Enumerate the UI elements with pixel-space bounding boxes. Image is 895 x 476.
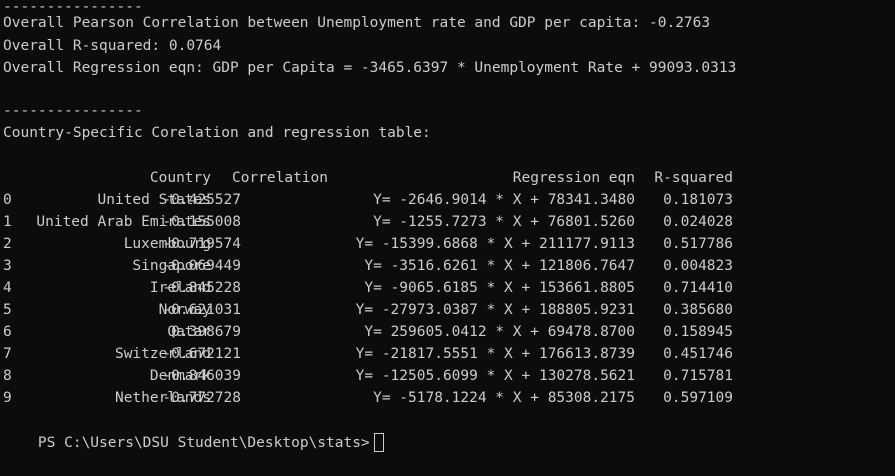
regression-eqn-cell: Y= -5178.1224 * X + 85308.2175	[373, 390, 635, 406]
row-index: 9	[3, 390, 12, 406]
regression-eqn-cell: Y= -27973.0387 * X + 188805.9231	[355, 302, 635, 318]
r-squared-line: Overall R-squared: 0.0764	[3, 38, 222, 54]
r-squared-cell: 0.715781	[663, 368, 733, 384]
regression-eqn-cell: Y= -2646.9014 * X + 78341.3480	[373, 192, 635, 208]
r-squared-cell: 0.158945	[663, 324, 733, 340]
row-index: 7	[3, 346, 12, 362]
r-squared-cell: 0.517786	[663, 236, 733, 252]
table-row: 4 Ireland -0.845228 Y= -9065.6185 * X + 153…	[3, 277, 893, 299]
country-cell: Netherlands	[114, 390, 211, 406]
table-row: 2 Luxembourg -0.719574 Y= -15399.6868 * X +…	[3, 233, 893, 255]
correlation-cell: 0.398679	[171, 324, 241, 340]
regression-eqn-cell: Y= 259605.0412 * X + 69478.8700	[364, 324, 635, 340]
text-cursor	[373, 432, 384, 452]
regression-eqn-line: Overall Regression eqn: GDP per Capita =…	[3, 60, 737, 76]
divider-line: ----------------	[3, 0, 143, 15]
table-row: 3 Singapore -0.069449 Y= -3516.6261 * X + 1…	[3, 255, 893, 277]
table-row: 6 Qatar 0.398679 Y= 259605.0412 * X + 69478…	[3, 321, 893, 343]
regression-eqn-cell: Y= -3516.6261 * X + 121806.7647	[364, 258, 635, 274]
country-cell: Luxembourg	[123, 236, 211, 252]
r-squared-cell: 0.597109	[663, 390, 733, 406]
table-title-line: Country-Specific Corelation and regressi…	[3, 125, 431, 141]
country-cell: United States	[97, 192, 212, 208]
header-country: Country	[149, 170, 211, 186]
country-cell: United Arab Emirates	[36, 214, 211, 230]
country-cell: Norway	[158, 302, 211, 318]
country-cell: Ireland	[149, 280, 211, 296]
table-row: 7 Switzerland -0.672121 Y= -21817.5551 * X …	[3, 343, 893, 365]
header-r-squared: R-squared	[654, 170, 733, 186]
pearson-correlation-line: Overall Pearson Correlation between Unem…	[3, 15, 711, 31]
shell-prompt: PS C:\Users\DSU Student\Desktop\stats>	[37, 435, 370, 451]
table-row: 5 Norway -0.621031 Y= -27973.0387 * X + 188…	[3, 299, 893, 321]
country-cell: Qatar	[167, 324, 211, 340]
r-squared-cell: 0.385680	[663, 302, 733, 318]
table-header-row: Country Correlation Regression eqn R-squ…	[3, 167, 893, 189]
row-index: 4	[3, 280, 12, 296]
correlation-cell: -0.845228	[162, 280, 241, 296]
r-squared-cell: 0.024028	[663, 214, 733, 230]
row-index: 2	[3, 236, 12, 252]
divider-line: ----------------	[3, 103, 143, 119]
table-row: 0 United States -0.425527 Y= -2646.9014 * X…	[3, 189, 893, 211]
country-cell: Singapore	[132, 258, 211, 274]
regression-eqn-cell: Y= -12505.6099 * X + 130278.5621	[355, 368, 635, 384]
table-row: 9 Netherlands -0.772728 Y= -5178.1224 * X +…	[3, 387, 893, 409]
regression-eqn-cell: Y= -9065.6185 * X + 153661.8805	[364, 280, 635, 296]
correlation-cell: -0.621031	[162, 302, 241, 318]
r-squared-cell: 0.004823	[663, 258, 733, 274]
correlation-cell: -0.672121	[162, 346, 241, 362]
r-squared-cell: 0.451746	[663, 346, 733, 362]
row-index: 1	[3, 214, 12, 230]
row-index: 5	[3, 302, 12, 318]
terminal-window[interactable]: ---------------- Overall Pearson Correla…	[0, 0, 895, 456]
correlation-cell: -0.772728	[162, 390, 241, 406]
country-cell: Switzerland	[114, 346, 211, 362]
correlation-cell: -0.846039	[162, 368, 241, 384]
correlation-cell: -0.719574	[162, 236, 241, 252]
table-row: 1 United Arab Emirates -0.155008 Y= -1255.7…	[3, 211, 893, 233]
correlation-cell: -0.155008	[162, 214, 241, 230]
header-regression-eqn: Regression eqn	[512, 170, 635, 186]
regression-eqn-cell: Y= -1255.7273 * X + 76801.5260	[373, 214, 635, 230]
row-index: 6	[3, 324, 12, 340]
row-index: 3	[3, 258, 12, 274]
correlation-cell: -0.069449	[162, 258, 241, 274]
country-cell: Denmark	[149, 368, 211, 384]
r-squared-cell: 0.714410	[663, 280, 733, 296]
correlation-cell: -0.425527	[162, 192, 241, 208]
r-squared-cell: 0.181073	[663, 192, 733, 208]
table-row: 8 Denmark -0.846039 Y= -12505.6099 * X + 13…	[3, 365, 893, 387]
regression-eqn-cell: Y= -15399.6868 * X + 211177.9113	[355, 236, 635, 252]
row-index: 0	[3, 192, 12, 208]
shell-prompt-line[interactable]: PS C:\Users\DSU Student\Desktop\stats>	[3, 410, 384, 452]
regression-eqn-cell: Y= -21817.5551 * X + 176613.8739	[355, 346, 635, 362]
header-correlation: Correlation	[231, 170, 328, 186]
row-index: 8	[3, 368, 12, 384]
